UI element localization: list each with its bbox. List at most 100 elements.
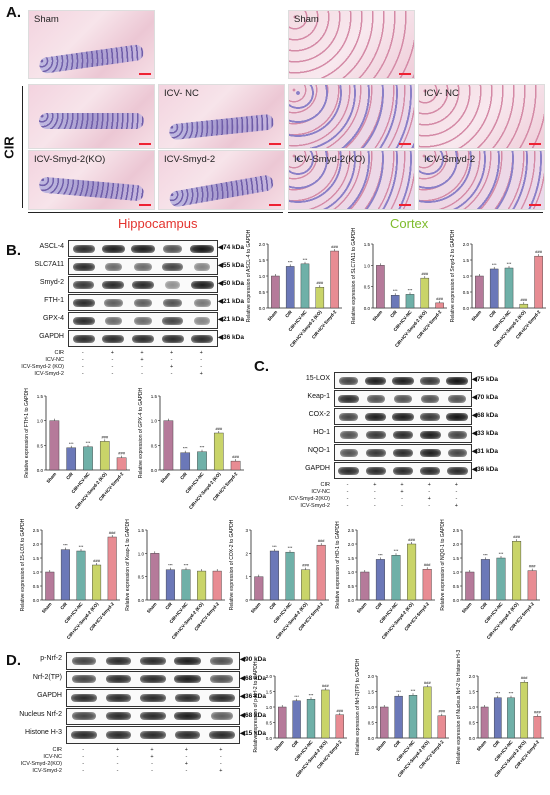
x-tick-label: Sham [470, 309, 482, 322]
y-tick-label: 2.0 [469, 674, 476, 679]
treatment-mark: - [82, 746, 85, 753]
treatment-mark: + [454, 503, 458, 509]
y-tick-label: 0.5 [259, 290, 266, 295]
x-tick-label: CIR [374, 601, 383, 611]
panel-c-label: C. [254, 358, 269, 375]
treatment-mark: + [199, 350, 203, 356]
y-tick-label: 1.0 [348, 570, 355, 575]
x-tick-label: CIR+ICV-Smyd-2 [514, 739, 541, 770]
y-tick-label: 0.5 [151, 443, 158, 448]
micro-hippocampus-smyd2: ICV-Smyd-2 [158, 150, 285, 210]
protein-band [162, 262, 183, 271]
protein-band [193, 298, 211, 307]
blot-kda-label: ◀68 kDa [240, 674, 266, 682]
bar [496, 557, 506, 601]
bar [422, 569, 432, 601]
blot-row-label: Smyd-2 [39, 279, 64, 286]
treatment-label: ICV-Smyd-2(KO) [20, 760, 62, 767]
protein-band [365, 466, 386, 475]
bar [316, 544, 326, 601]
y-tick-label: 1.5 [368, 690, 375, 695]
scale-bar [529, 201, 541, 206]
protein-band [394, 394, 412, 403]
significance-mark: ### [118, 451, 125, 456]
bar [330, 250, 339, 309]
bar [197, 570, 207, 601]
significance-mark: ### [318, 538, 325, 543]
treatment-mark: - [116, 753, 119, 760]
significance-mark: *** [272, 544, 277, 549]
bar [254, 576, 264, 601]
y-axis-label: Relative expression of NQO-1 to GAPDH [440, 519, 446, 611]
y-tick-label: 1.0 [151, 419, 158, 424]
treatment-mark: - [82, 760, 85, 767]
cortex-underline [288, 212, 543, 213]
micro-cortex-icv-nc [288, 84, 415, 149]
blot-kda-label: ◀74 kDa [218, 244, 244, 251]
bar [306, 699, 316, 739]
significance-mark: ### [93, 558, 100, 563]
protein-band [72, 244, 95, 253]
bar [165, 569, 175, 601]
bar [527, 570, 537, 601]
y-tick-label: 0.0 [259, 306, 266, 311]
treatment-mark: - [200, 357, 203, 363]
y-tick-label: 0.0 [348, 598, 355, 603]
protein-band [105, 712, 132, 721]
chart-svg: 0.0 0.5 1.0 1.5 Relative expression of FTH-1… [24, 388, 130, 510]
significance-mark: *** [483, 552, 488, 557]
y-axis-label: Relative expression of Smyd-2 to GAPDH [450, 229, 456, 322]
treatment-mark: - [81, 371, 84, 377]
scale-bar [529, 140, 541, 145]
protein-band [162, 298, 183, 307]
protein-band [133, 298, 153, 307]
blot-kda-label: ◀70 kDa [472, 394, 498, 401]
treatment-mark: - [200, 364, 203, 370]
treatment-mark: + [184, 760, 188, 767]
significance-mark: ### [408, 537, 415, 542]
y-tick-label: 1.0 [368, 705, 375, 710]
bar [394, 695, 403, 739]
protein-band [339, 376, 358, 385]
cir-label: CIR [1, 136, 17, 159]
treatment-mark: - [151, 760, 153, 767]
bar-chart-nrf2tp: 0.0 0.5 1.0 1.5 2.0 Relative expression of Nr… [347, 659, 453, 787]
blot-row-image [68, 258, 218, 275]
treatment-mark: - [373, 503, 376, 509]
blot-row-image [334, 462, 472, 479]
protein-band [174, 730, 201, 739]
micro-hippocampus-icv-nc-2: ICV- NC [158, 84, 285, 149]
y-tick-label: 0.0 [151, 468, 158, 473]
y-axis-label: Relative expression of HO-1 to GAPDH [335, 521, 341, 609]
significance-mark: *** [495, 691, 500, 696]
protein-band [419, 448, 441, 457]
treatment-label: CIR [320, 482, 330, 488]
significance-mark: *** [396, 689, 401, 694]
blot-row-label: Histone H-3 [25, 729, 62, 736]
y-axis-label: Relative expression of ASCL-4 to GAPDH [246, 229, 252, 322]
y-tick-label: 0.0 [33, 598, 40, 603]
significance-mark: *** [183, 446, 188, 451]
significance-mark: ### [424, 562, 431, 567]
protein-band [165, 280, 181, 289]
cortex-label: Cortex [390, 216, 429, 231]
significance-mark: *** [499, 551, 504, 556]
blot-kda-label: ◀36 kDa [218, 334, 244, 341]
protein-band [447, 466, 468, 475]
micro-label: ICV- NC [164, 88, 199, 99]
significance-mark: *** [303, 257, 308, 262]
blot-kda-label: ◀33 kDa [472, 430, 498, 437]
x-tick-label: Sham [476, 739, 488, 752]
y-tick-label: 0.5 [266, 721, 273, 726]
protein-band [365, 376, 387, 385]
bar [420, 277, 430, 309]
blot-row-label: HO-1 [313, 429, 330, 436]
significance-mark: ### [436, 296, 443, 301]
y-tick-label: 1.0 [138, 551, 145, 556]
protein-band [190, 244, 215, 253]
protein-band [131, 280, 155, 289]
bar-chart-fth1: 0.0 0.5 1.0 1.5 Relative expression of FTH-1… [16, 388, 134, 519]
scale-bar [139, 70, 151, 75]
protein-band [104, 316, 123, 325]
treatment-label: ICV-Smyd-2(KO) [288, 496, 330, 502]
